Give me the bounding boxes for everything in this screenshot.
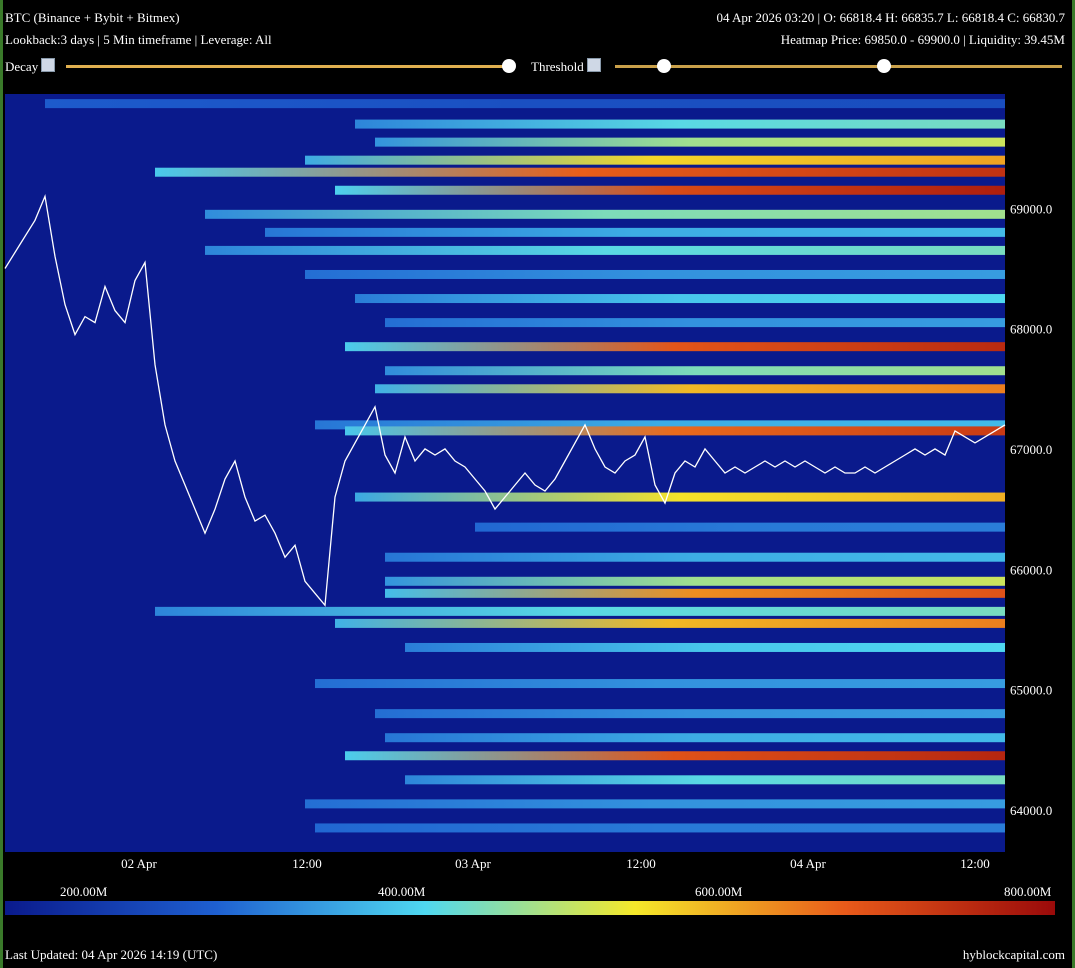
frame-edge-left xyxy=(0,0,3,968)
brand-link[interactable]: hyblockcapital.com xyxy=(962,947,1065,962)
heatmap-background xyxy=(5,94,1005,852)
broken-image-icon xyxy=(586,58,601,72)
last-updated: Last Updated: 04 Apr 2026 14:19 (UTC) xyxy=(5,947,218,962)
decay-slider-handle[interactable] xyxy=(502,59,516,73)
liquidation-heatmap-chart[interactable]: 69000.0 68000.0 67000.0 66000.0 65000.0 64000… xyxy=(0,90,1075,880)
liquidity-band xyxy=(155,606,1005,616)
x-tick-label: 12:00 xyxy=(626,856,656,871)
liquidity-band xyxy=(385,318,1005,328)
liquidity-band xyxy=(355,294,1005,304)
y-tick-label: 66000.0 xyxy=(1010,562,1052,577)
liquidity-band xyxy=(385,733,1005,743)
threshold-slider-min-handle[interactable] xyxy=(657,59,671,73)
liquidity-band xyxy=(305,155,1005,165)
liquidity-band xyxy=(315,823,1005,833)
liquidity-band xyxy=(385,366,1005,376)
liquidity-colorbar xyxy=(5,901,1055,915)
price-line xyxy=(4,193,1006,607)
liquidity-band xyxy=(385,588,1005,598)
colorbar-label-1: 200.00M xyxy=(60,884,108,899)
liquidity-band xyxy=(205,245,1005,255)
liquidity-band xyxy=(355,119,1005,129)
liquidity-band xyxy=(355,492,1005,502)
threshold-slider-max-handle[interactable] xyxy=(877,59,891,73)
y-tick-label: 68000.0 xyxy=(1010,322,1052,337)
threshold-control: Threshold xyxy=(531,58,601,75)
liquidity-band xyxy=(335,185,1005,195)
x-tick-label: 04 Apr xyxy=(790,856,826,871)
colorbar-label-3: 600.00M xyxy=(695,884,743,899)
liquidity-band xyxy=(345,342,1005,352)
frame-edge-right xyxy=(1072,0,1075,968)
y-tick-label: 69000.0 xyxy=(1010,201,1052,216)
y-tick-label: 65000.0 xyxy=(1010,683,1052,698)
y-tick-label: 67000.0 xyxy=(1010,442,1052,457)
liquidity-band xyxy=(315,679,1005,689)
liquidity-band xyxy=(385,576,1005,586)
liquidity-band xyxy=(45,99,1005,109)
liquidity-band xyxy=(155,167,1005,177)
decay-label: Decay xyxy=(5,59,39,74)
heatmap-info: Heatmap Price: 69850.0 - 69900.0 | Liqui… xyxy=(780,32,1065,47)
threshold-slider-track[interactable] xyxy=(615,65,1062,68)
liquidity-band xyxy=(305,269,1005,279)
x-tick-label: 12:00 xyxy=(960,856,990,871)
liquidity-band xyxy=(375,709,1005,719)
liquidity-band xyxy=(265,227,1005,237)
colorbar-label-2: 400.00M xyxy=(378,884,426,899)
liquidity-band xyxy=(385,552,1005,562)
broken-image-icon xyxy=(41,58,56,72)
decay-slider-track[interactable] xyxy=(66,65,509,68)
x-axis: 02 Apr 12:00 03 Apr 12:00 04 Apr 12:00 xyxy=(121,856,990,871)
liquidity-band xyxy=(475,522,1005,532)
liquidity-band xyxy=(305,799,1005,809)
liquidity-band xyxy=(405,775,1005,785)
y-tick-label: 64000.0 xyxy=(1010,803,1052,818)
liquidity-band xyxy=(375,137,1005,147)
liquidity-band xyxy=(315,420,1005,430)
x-tick-label: 02 Apr xyxy=(121,856,157,871)
liquidity-band xyxy=(375,384,1005,394)
liquidity-band xyxy=(335,618,1005,628)
liquidity-band xyxy=(345,426,1005,436)
y-axis: 69000.0 68000.0 67000.0 66000.0 65000.0 64000… xyxy=(1010,201,1052,818)
liquidity-bands xyxy=(45,99,1005,833)
x-tick-label: 12:00 xyxy=(292,856,322,871)
threshold-label: Threshold xyxy=(531,59,584,74)
x-tick-label: 03 Apr xyxy=(455,856,491,871)
liquidity-band xyxy=(345,751,1005,761)
chart-title: BTC (Binance + Bybit + Bitmex) xyxy=(5,10,180,25)
liquidity-band xyxy=(205,209,1005,219)
chart-subtitle: Lookback:3 days | 5 Min timeframe | Leve… xyxy=(5,32,272,47)
liquidity-band xyxy=(405,642,1005,652)
decay-control: Decay xyxy=(5,58,56,75)
colorbar-label-4: 800.00M xyxy=(1004,884,1052,899)
ohlc-readout: 04 Apr 2026 03:20 | O: 66818.4 H: 66835.… xyxy=(716,10,1065,25)
